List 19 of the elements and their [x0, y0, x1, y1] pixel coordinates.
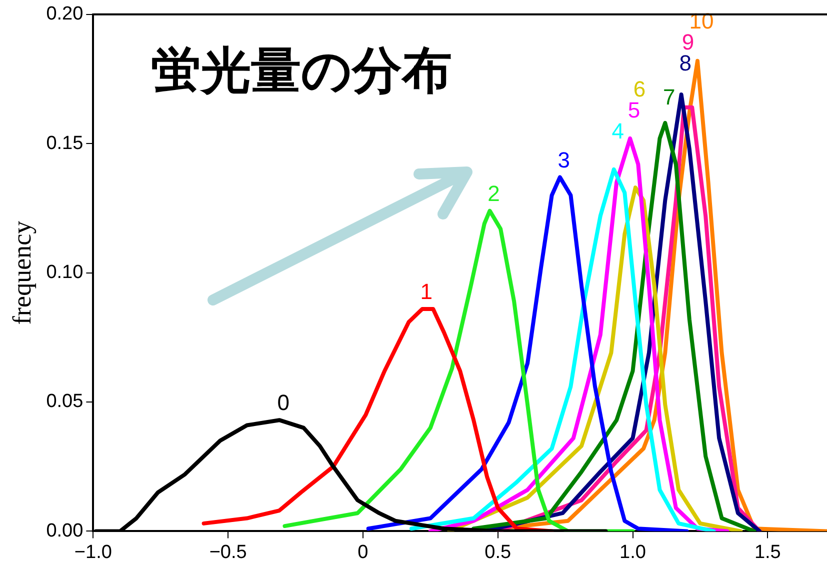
x-tick-label: 0	[358, 542, 368, 563]
y-tick-label: 0.20	[46, 4, 84, 25]
text: 蛍光量の分布	[151, 41, 452, 100]
x-tick-label: −1.0	[74, 542, 112, 563]
y-tick-label: 0.10	[46, 262, 84, 284]
series-label: 0	[277, 390, 290, 416]
series-label: 1	[420, 279, 432, 304]
series-label: 4	[612, 118, 624, 144]
y-tick-label: 0.15	[46, 132, 84, 154]
series-label: 2	[488, 180, 500, 206]
y-tick-label: 0.05	[46, 391, 84, 412]
x-tick-label: 0.5	[484, 542, 512, 563]
series-label: 3	[558, 147, 570, 172]
x-tick-label: 1.0	[620, 542, 646, 563]
series-label: 7	[663, 84, 676, 110]
y-axis-title: frequency	[7, 220, 36, 325]
x-tick-label: 1.5	[754, 542, 781, 563]
y-tick-label: 0.00	[46, 520, 84, 542]
x-tick-label: −0.5	[209, 542, 247, 563]
